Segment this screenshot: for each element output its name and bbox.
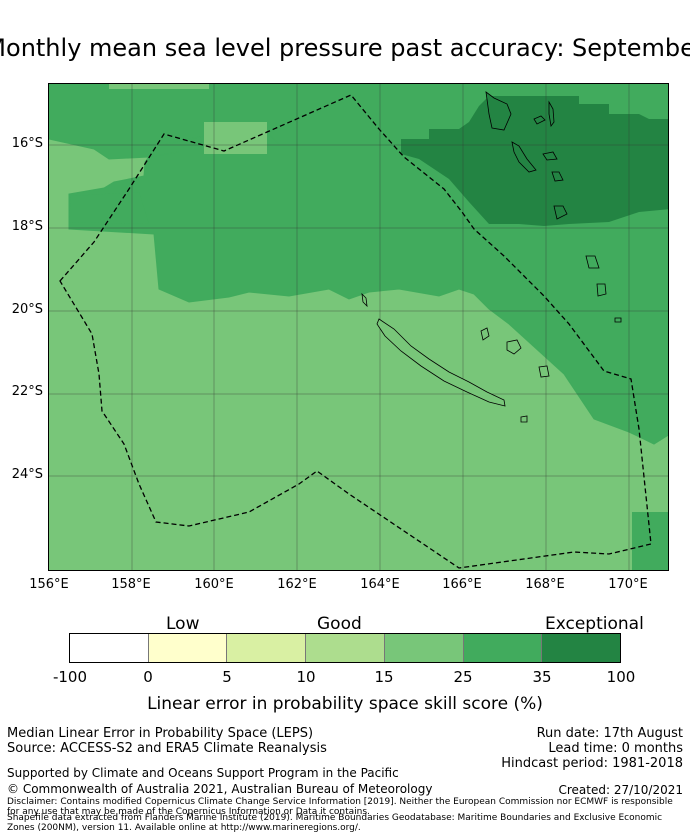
- lat-label-18s: 18°S: [11, 219, 43, 234]
- colorbar-category-low: Low: [166, 614, 200, 634]
- colorbar-tick: 0: [143, 668, 153, 686]
- island-belep: [361, 292, 368, 308]
- island-aneityum: [614, 317, 622, 323]
- lon-label-162e: 162°E: [277, 577, 317, 592]
- island-espiritu-santo: [485, 91, 512, 131]
- footer-created: Created: 27/10/2021: [558, 783, 683, 797]
- footer-source: Source: ACCESS-S2 and ERA5 Climate Reana…: [7, 741, 327, 756]
- colorbar-swatch-4: [306, 634, 385, 662]
- colorbar-tick: 35: [532, 668, 552, 686]
- colorbar-swatch-6: [463, 634, 543, 662]
- map-title-text: Monthly mean sea level pressure past acc…: [0, 34, 690, 62]
- region-exceptional: [401, 96, 668, 226]
- map-title: Monthly mean sea level pressure past acc…: [0, 34, 690, 68]
- colorbar-tick: 15: [374, 668, 394, 686]
- footer-supported: Supported by Climate and Oceans Support …: [7, 766, 399, 780]
- lon-label-168e: 168°E: [525, 577, 565, 592]
- island-loyalty-2: [506, 339, 522, 355]
- colorbar-swatch-3: [227, 634, 307, 662]
- island-pentecost: [548, 100, 555, 127]
- island-loyalty-1: [480, 327, 490, 341]
- island-erromango: [585, 255, 600, 269]
- island-epi: [551, 171, 564, 182]
- footer-hindcast: Hindcast period: 1981-2018: [501, 756, 683, 771]
- lon-label-166e: 166°E: [442, 577, 482, 592]
- colorbar-tick: 25: [453, 668, 473, 686]
- lon-label-164e: 164°E: [360, 577, 400, 592]
- colorbar-tick: -100: [52, 668, 88, 686]
- footer-run-date: Run date: 17th August: [536, 726, 683, 741]
- lat-label-22s: 22°S: [11, 384, 43, 399]
- footer-method: Median Linear Error in Probability Space…: [7, 726, 314, 741]
- eez-boundary: [59, 94, 652, 569]
- island-malekula: [511, 141, 537, 173]
- colorbar-category-good: Good: [317, 614, 362, 634]
- region-very-good-se: [632, 512, 668, 570]
- colorbar-category-exceptional: Exceptional: [545, 614, 644, 634]
- lat-label-16s: 16°S: [11, 136, 43, 151]
- colorbar-swatch-1: [70, 634, 149, 662]
- map-gridlines: [49, 84, 668, 570]
- colorbar-swatch-7: [542, 634, 621, 662]
- footer-disclaimer: Disclaimer: Contains modified Copernicus…: [7, 797, 673, 817]
- region-good-north-patch: [204, 122, 267, 154]
- region-good-north-strip: [109, 84, 209, 89]
- island-tanna: [596, 283, 607, 297]
- island-ambae: [533, 115, 546, 125]
- skill-map-svg: [49, 84, 668, 570]
- lat-label-20s: 20°S: [11, 302, 43, 317]
- colorbar-tick: 10: [296, 668, 316, 686]
- footer-copyright: © Commonwealth of Australia 2021, Austra…: [7, 782, 433, 796]
- footer-lead-time: Lead time: 0 months: [548, 741, 683, 756]
- island-new-caledonia: [376, 318, 506, 407]
- colorbar-swatch-2: [148, 634, 228, 662]
- colorbar: [69, 633, 621, 663]
- island-efate: [553, 205, 568, 220]
- footer-shapefile: Shapefile data extracted from Flanders M…: [7, 813, 663, 833]
- colorbar-title: Linear error in probability space skill …: [147, 694, 543, 714]
- island-ambrym: [542, 151, 558, 161]
- colorbar-tick: 5: [222, 668, 232, 686]
- island-isle-of-pines: [520, 415, 528, 423]
- colorbar-swatch-5: [384, 634, 464, 662]
- lon-label-170e: 170°E: [608, 577, 648, 592]
- island-loyalty-3: [538, 365, 550, 378]
- lon-label-156e: 156°E: [29, 577, 69, 592]
- lat-label-24s: 24°S: [11, 467, 43, 482]
- lon-label-158e: 158°E: [111, 577, 151, 592]
- colorbar-tick: 100: [606, 668, 636, 686]
- lon-label-160e: 160°E: [194, 577, 234, 592]
- skill-map: [48, 83, 669, 571]
- region-very-good-west: [69, 192, 149, 224]
